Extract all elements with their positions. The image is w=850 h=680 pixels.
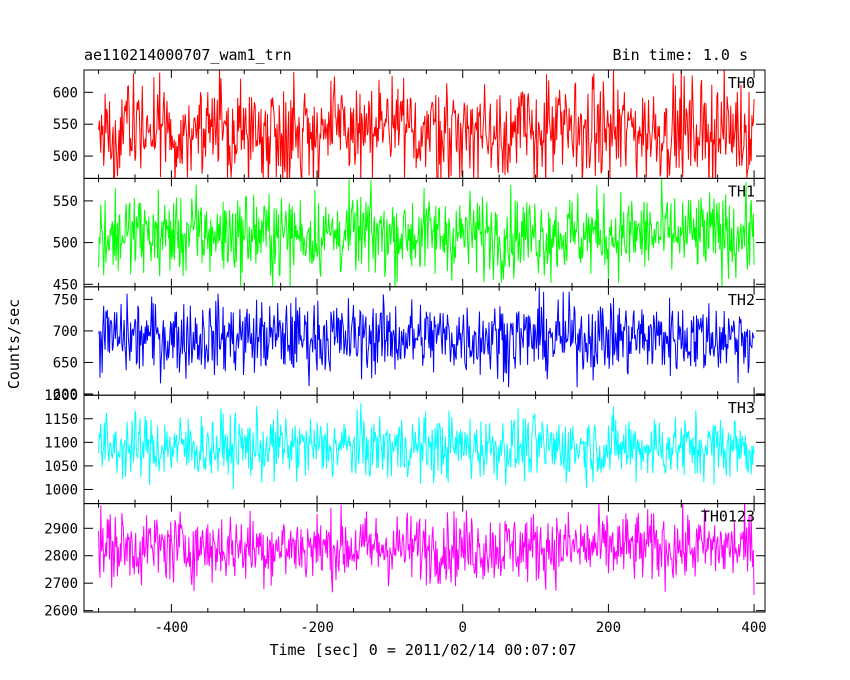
series-th0123	[98, 503, 755, 596]
y-tick-label: 500	[53, 149, 78, 165]
panel-label-th3: TH3	[728, 399, 755, 417]
panel-frame	[83, 503, 766, 613]
y-tick-label: 500	[53, 236, 78, 252]
panel-th2: 600 650 700 750 TH2	[53, 286, 766, 403]
y-tick-label: 1100	[44, 435, 78, 451]
x-axis-label: Time [sec] 0 = 2011/02/14 00:07:07	[269, 641, 576, 659]
figure-title: ae110214000707_wam1_trn	[84, 46, 292, 64]
x-tick-label: 200	[596, 620, 621, 636]
y-tick-label: 550	[53, 194, 78, 210]
y-tick-label: 1000	[44, 482, 78, 498]
panel-th0: 500 550 600 TH0	[53, 69, 766, 179]
panels: 500 550 600 TH0 450 500 550 TH1 600 650 700 750 TH2 1…	[44, 69, 766, 620]
y-tick-label: 1050	[44, 459, 78, 475]
y-tick-label: 600	[53, 85, 78, 101]
y-tick-label: 2600	[44, 604, 78, 620]
panel-th1: 450 500 550 TH1	[53, 177, 766, 293]
x-tick-label: -400	[155, 620, 189, 636]
bin-time-label: Bin time: 1.0 s	[613, 46, 748, 64]
x-tick-label: 400	[741, 620, 766, 636]
panel-label-th0: TH0	[728, 74, 755, 92]
panel-th0123: 2600 2700 2800 2900 TH0123	[44, 503, 766, 620]
panel-label-th2: TH2	[728, 291, 755, 309]
x-axis: -400 -200 0 200 400	[155, 620, 767, 636]
y-tick-label: 2800	[44, 549, 78, 565]
y-tick-label: 450	[53, 277, 78, 293]
y-axis-label: Counts/sec	[5, 299, 23, 389]
panel-label-th0123: TH0123	[701, 508, 755, 526]
series-th1	[98, 178, 755, 287]
x-tick-label: 0	[459, 620, 467, 636]
y-tick-label: 700	[53, 324, 78, 340]
y-tick-label: 750	[53, 292, 78, 308]
y-tick-label: 2700	[44, 576, 78, 592]
y-tick-label: 1150	[44, 412, 78, 428]
y-tick-label: 650	[53, 355, 78, 371]
series-th3	[98, 403, 755, 490]
y-tick-label: 600	[53, 387, 78, 403]
series-th0	[98, 70, 755, 179]
panel-th3: 1000 1050 1100 1150 1200 TH3	[44, 388, 766, 505]
panel-label-th1: TH1	[728, 182, 755, 200]
y-tick-label: 2900	[44, 521, 78, 537]
y-tick-label: 1200	[44, 388, 78, 404]
series-th2	[98, 286, 755, 388]
y-tick-label: 550	[53, 117, 78, 133]
x-tick-label: -200	[300, 620, 334, 636]
